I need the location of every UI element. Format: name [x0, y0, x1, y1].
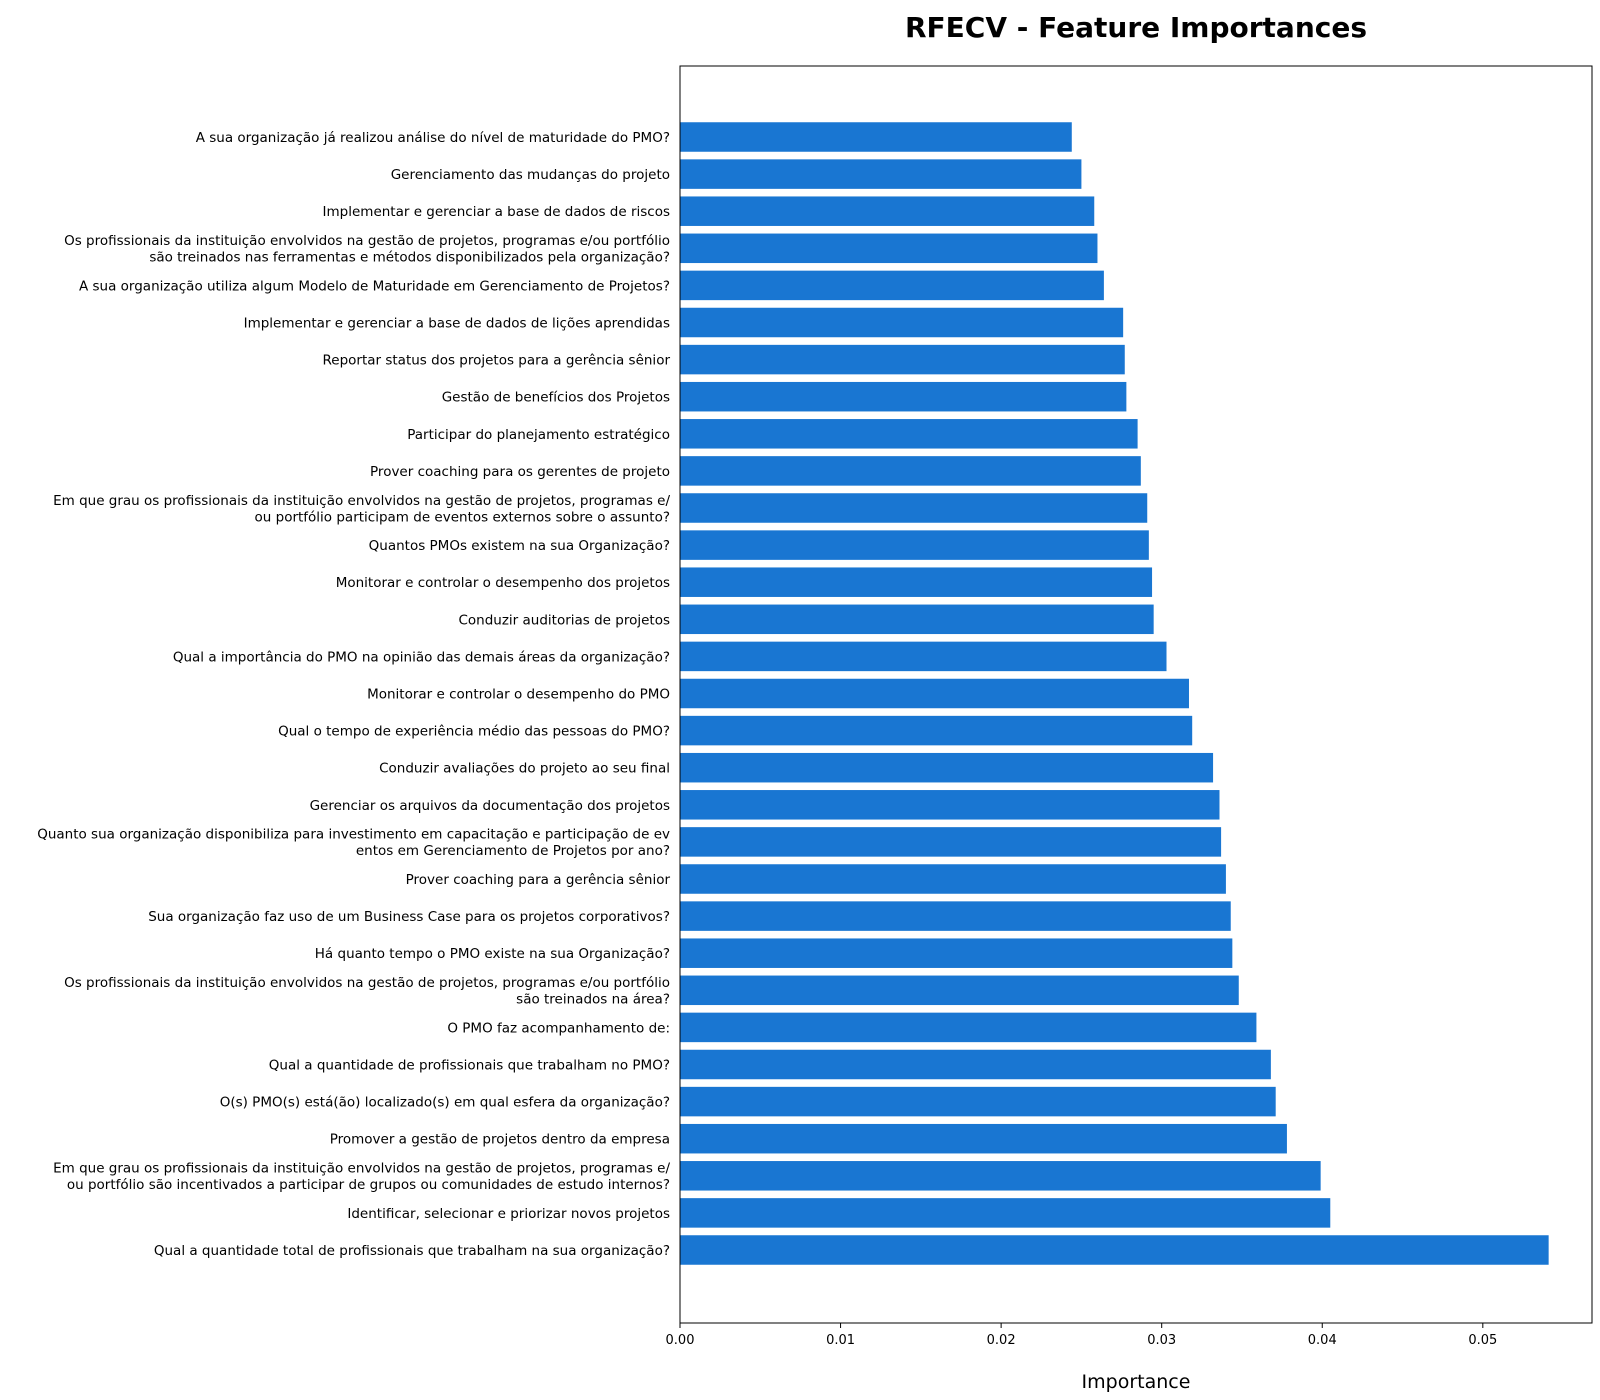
bar: [680, 975, 1239, 1006]
category-label: O(s) PMO(s) está(ão) localizado(s) em qu…: [220, 1095, 670, 1111]
bar: [680, 864, 1226, 894]
bar: [680, 1161, 1321, 1191]
category-label: Implementar e gerenciar a base de dados …: [323, 204, 670, 220]
bar: [680, 604, 1154, 635]
x-axis-ticks: 0.00 0.01 0.02 0.03 0.04 0.05: [666, 1323, 1497, 1348]
x-tick-label: 0.04: [1308, 1333, 1337, 1348]
category-label: Implementar e gerenciar a base de dados …: [244, 316, 670, 332]
bars-layer: [680, 122, 1549, 1265]
bar: [680, 456, 1141, 486]
category-label: Prover coaching para a gerência sênior: [406, 872, 671, 888]
category-label: Participar do planejamento estratégico: [407, 427, 670, 443]
bar: [680, 715, 1193, 746]
category-label: Há quanto tempo o PMO existe na sua Orga…: [315, 946, 670, 962]
category-label: Promover a gestão de projetos dentro da …: [330, 1132, 670, 1148]
bar: [680, 233, 1098, 264]
x-tick-label: 0.03: [1147, 1333, 1176, 1348]
chart-title: RFECV - Feature Importances: [905, 11, 1367, 44]
category-label: Gestão de benefícios dos Projetos: [442, 390, 670, 406]
category-label: A sua organização já realizou análise do…: [196, 130, 670, 146]
x-tick-label: 0.00: [666, 1333, 695, 1348]
category-label: Qual a quantidade total de profissionais…: [154, 1243, 670, 1259]
category-label: Quanto sua organização disponibiliza par…: [37, 827, 670, 860]
bar: [680, 381, 1127, 412]
category-label: Gerenciar os arquivos da documentação do…: [310, 798, 670, 814]
bar: [680, 493, 1148, 523]
bar: [680, 752, 1214, 783]
x-tick-label: 0.02: [987, 1333, 1016, 1348]
bar: [680, 678, 1189, 709]
bar: [680, 419, 1138, 449]
bar: [680, 790, 1220, 820]
bar: [680, 1123, 1287, 1154]
category-label: A sua organização utiliza algum Modelo d…: [79, 278, 670, 294]
bar: [680, 1012, 1257, 1043]
bar: [680, 567, 1153, 597]
bar: [680, 938, 1233, 968]
category-label: Qual o tempo de experiência médio das pe…: [278, 724, 670, 740]
category-label: O PMO faz acompanhamento de:: [447, 1020, 670, 1036]
category-label: Em que grau os profissionais da institui…: [53, 1161, 670, 1194]
bar: [680, 270, 1104, 301]
category-label: Qual a importância do PMO na opinião das…: [173, 649, 670, 665]
bar: [680, 1049, 1271, 1080]
bar: [680, 901, 1231, 931]
category-label: Monitorar e controlar o desempenho do PM…: [367, 687, 670, 703]
bar: [680, 827, 1222, 857]
bar: [680, 307, 1124, 338]
bar: [680, 530, 1149, 560]
category-label: Os profissionais da instituição envolvid…: [64, 975, 670, 1008]
category-label: Os profissionais da instituição envolvid…: [64, 233, 670, 265]
x-tick-label: 0.01: [826, 1333, 855, 1348]
category-label: Sua organização faz uso de um Business C…: [148, 909, 670, 925]
plot-frame: [679, 65, 1593, 1324]
bar: [680, 641, 1167, 672]
category-label: Conduzir auditorias de projetos: [458, 612, 670, 628]
category-label: Em que grau os profissionais da institui…: [53, 493, 670, 526]
category-label: Gerenciamento das mudanças do projeto: [391, 167, 670, 183]
category-label: Identificar, selecionar e priorizar novo…: [347, 1206, 670, 1222]
category-label: Monitorar e controlar o desempenho dos p…: [336, 575, 670, 591]
bar: [680, 159, 1082, 189]
category-label: Prover coaching para os gerentes de proj…: [370, 464, 670, 480]
bar: [680, 1235, 1549, 1265]
bar: [680, 122, 1072, 152]
category-label: Qual a quantidade de profissionais que t…: [269, 1058, 670, 1074]
category-label: Quantos PMOs existem na sua Organização?: [369, 538, 670, 554]
bar: [680, 196, 1095, 226]
bar: [680, 1086, 1276, 1117]
category-label: Conduzir avaliações do projeto ao seu fi…: [379, 761, 670, 777]
x-axis-label: Importance: [1082, 1371, 1191, 1393]
category-labels: A sua organização já realizou análise do…: [37, 130, 670, 1259]
bar: [680, 1198, 1331, 1228]
x-tick-label: 0.05: [1468, 1333, 1497, 1348]
category-label: Reportar status dos projetos para a gerê…: [322, 353, 670, 369]
bar: [680, 344, 1125, 375]
